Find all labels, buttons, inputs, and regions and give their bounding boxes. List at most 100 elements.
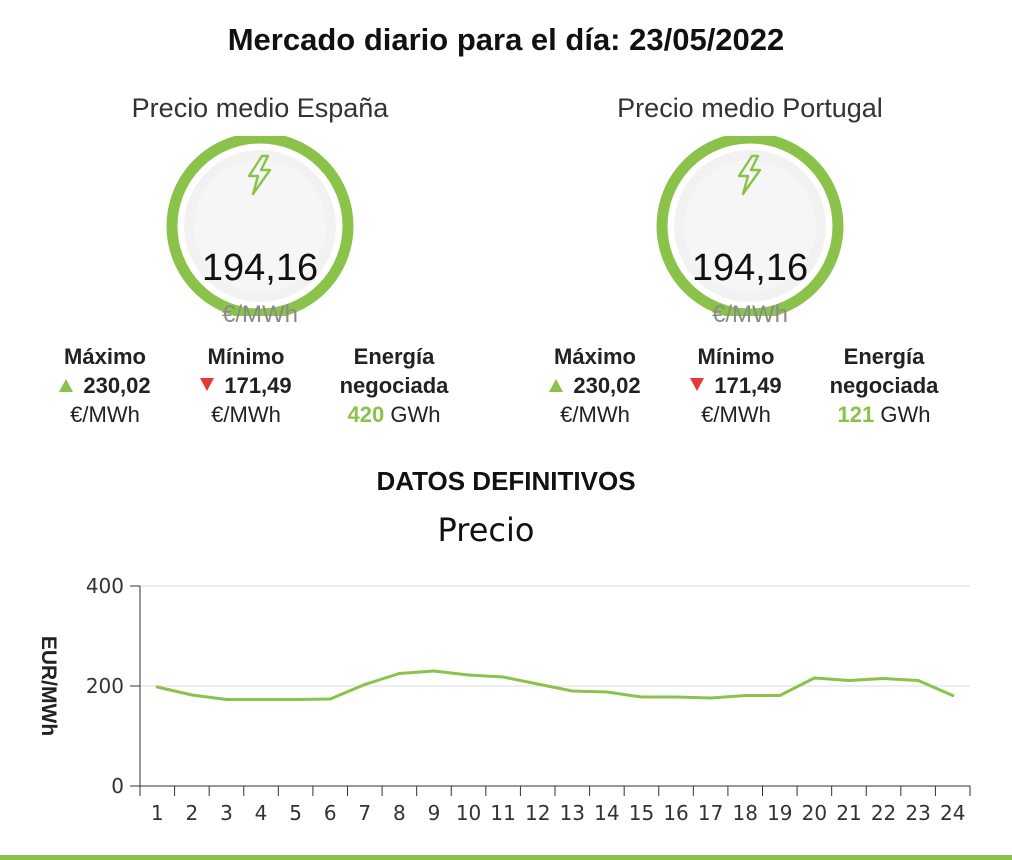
stat-energy-unit: GWh: [880, 402, 931, 427]
data-point: [812, 676, 816, 680]
data-point: [709, 696, 713, 700]
stat-max-unit: €/MWh: [70, 402, 140, 427]
x-tick-label: 3: [220, 801, 233, 825]
stat-energy-label-2: negociada: [339, 373, 449, 398]
panel-title-portugal: Precio medio Portugal: [617, 93, 883, 123]
data-point: [743, 694, 747, 697]
stat-max-value: 230,02: [83, 373, 151, 398]
page-title: Mercado diario para el día: 23/05/2022: [227, 22, 785, 57]
x-tick-label: 18: [732, 801, 757, 825]
data-point: [882, 677, 886, 680]
x-tick-label: 24: [940, 801, 965, 825]
panel-portugal: Precio medio Portugal 194,16 €/MWh Máxim…: [530, 88, 970, 427]
stat-min-row: 171,49: [180, 371, 312, 400]
y-tick-label: 400: [86, 574, 124, 598]
x-tick-label: 19: [767, 801, 792, 825]
x-tick-label: 1: [151, 801, 164, 825]
stat-max-label: Máximo: [554, 344, 636, 369]
data-point: [639, 695, 643, 699]
stat-min-label: Mínimo: [207, 344, 285, 369]
gauge-ring: [166, 136, 354, 316]
stat-min-row: 171,49: [670, 371, 802, 400]
data-point: [778, 694, 782, 697]
x-tick-label: 5: [289, 801, 302, 825]
lightning-bolt-icon: [737, 154, 762, 196]
x-tick-label: 20: [802, 801, 827, 825]
stat-energy: Energía negociada 420 GWh: [324, 342, 464, 429]
data-point: [536, 682, 540, 686]
stat-energy-value: 420: [347, 402, 385, 427]
data-point: [363, 683, 367, 686]
data-point: [605, 690, 609, 694]
data-point: [501, 675, 505, 679]
data-point: [328, 697, 332, 701]
x-tick-label: 21: [836, 801, 861, 825]
data-point: [570, 689, 574, 693]
x-tick-label: 23: [905, 801, 930, 825]
stat-min: Mínimo 171,49 €/MWh: [180, 342, 312, 429]
y-tick-label: 0: [111, 774, 124, 798]
price-gauge-portugal: 194,16 €/MWh: [650, 136, 850, 328]
data-point: [432, 669, 436, 673]
data-point: [259, 698, 263, 701]
triangle-down-icon: [200, 378, 215, 391]
stat-min: Mínimo 171,49 €/MWh: [670, 342, 802, 429]
stat-energy-unit: GWh: [390, 402, 441, 427]
stat-max: Máximo 230,02 €/MWh: [40, 342, 170, 429]
x-tick-label: 6: [324, 801, 337, 825]
x-tick-label: 7: [358, 801, 371, 825]
x-tick-label: 10: [456, 801, 481, 825]
data-point: [847, 679, 851, 682]
x-tick-label: 9: [428, 801, 441, 825]
stat-energy-label-2: negociada: [829, 373, 939, 398]
data-point: [224, 698, 228, 701]
x-tick-label: 2: [186, 801, 199, 825]
x-tick-label: 22: [871, 801, 896, 825]
average-price-unit: €/MWh: [221, 301, 298, 328]
average-price-value: 194,16: [201, 247, 319, 289]
x-tick-label: 4: [255, 801, 268, 825]
data-point: [190, 693, 194, 697]
stat-min-value: 171,49: [714, 373, 782, 398]
y-axis-label: EUR/MWh: [37, 636, 60, 736]
stat-energy-row: 121 GWh: [814, 400, 954, 429]
data-point: [674, 695, 678, 699]
stat-energy-label-1: Energía: [353, 344, 435, 369]
data-point: [155, 685, 159, 689]
data-point: [467, 673, 471, 677]
data-point: [397, 672, 401, 675]
section-title: DATOS DEFINITIVOS: [376, 466, 636, 496]
chart-title: Precio: [438, 511, 535, 549]
stat-energy: Energía negociada 121 GWh: [814, 342, 954, 429]
stat-max-label: Máximo: [64, 344, 146, 369]
x-tick-label: 17: [698, 801, 723, 825]
x-tick-label: 8: [393, 801, 406, 825]
x-tick-label: 12: [525, 801, 550, 825]
stat-max-row: 230,02: [40, 371, 170, 400]
data-point: [294, 698, 298, 701]
stat-energy-label-1: Energía: [843, 344, 925, 369]
stat-max-row: 230,02: [530, 371, 660, 400]
triangle-down-icon: [690, 378, 705, 391]
panel-spain: Precio medio España 194,16 €/MWh Máximo …: [40, 88, 480, 427]
stat-max-unit: €/MWh: [560, 402, 630, 427]
gauge-ring: [656, 136, 844, 316]
stat-min-unit: €/MWh: [211, 402, 281, 427]
price-chart: Precio EUR/MWh 0 200 400 1 2 3 4 5 6 7 8 9 10 11 12 13 14 1…: [0, 500, 1012, 840]
data-point: [951, 694, 955, 697]
stat-energy-row: 420 GWh: [324, 400, 464, 429]
bottom-divider: [0, 855, 1012, 860]
stat-min-label: Mínimo: [697, 344, 775, 369]
y-tick-label: 200: [86, 674, 124, 698]
price-gauge-spain: 194,16 €/MWh: [160, 136, 360, 328]
panel-title-spain: Precio medio España: [131, 93, 389, 123]
stat-min-unit: €/MWh: [701, 402, 771, 427]
average-price-value: 194,16: [691, 247, 809, 289]
stats-spain: Máximo 230,02 €/MWh Mínimo 171,49 €/MWh …: [40, 342, 480, 452]
lightning-bolt-icon: [247, 154, 272, 196]
x-tick-label: 16: [663, 801, 688, 825]
x-tick-label: 14: [594, 801, 619, 825]
stats-portugal: Máximo 230,02 €/MWh Mínimo 171,49 €/MWh …: [530, 342, 970, 452]
